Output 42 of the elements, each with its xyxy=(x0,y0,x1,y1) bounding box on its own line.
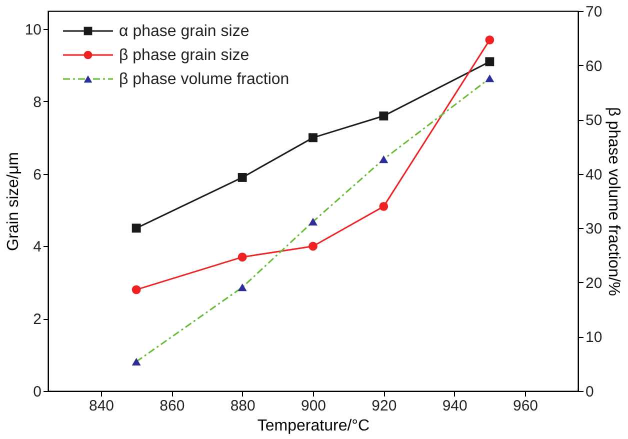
y2-tick-label: 10 xyxy=(586,329,602,346)
legend-label: α phase grain size xyxy=(119,23,250,40)
legend-label: β phase grain size xyxy=(119,47,250,64)
point xyxy=(308,242,318,251)
y2-tick-label: 70 xyxy=(586,4,602,20)
point xyxy=(132,285,141,294)
x-tick-label: 900 xyxy=(300,398,326,414)
y2-tick-label: 30 xyxy=(586,220,602,238)
point xyxy=(379,155,388,164)
y-tick-label: 0 xyxy=(33,384,42,400)
y2-tick-label: 40 xyxy=(586,166,602,184)
point xyxy=(238,283,247,292)
point xyxy=(379,202,388,211)
y2-tick-label: 50 xyxy=(586,112,602,130)
x-tick-label: 940 xyxy=(442,398,468,414)
y-axis-title: Grain size/μm xyxy=(4,152,22,252)
point xyxy=(308,218,318,226)
point xyxy=(132,358,141,366)
x-tick-label: 840 xyxy=(88,398,114,414)
y-tick-label: 4 xyxy=(33,238,42,256)
point xyxy=(485,35,494,44)
point xyxy=(485,57,494,66)
y2-tick-label: 0 xyxy=(586,384,594,400)
x-tick-label: 960 xyxy=(512,398,538,414)
x-tick-label: 860 xyxy=(160,398,185,414)
point xyxy=(132,224,141,233)
point xyxy=(485,74,494,82)
y-tick-label: 2 xyxy=(33,311,42,328)
y2-tick-label: 60 xyxy=(586,58,602,75)
x-axis-title: Temperature/°C xyxy=(257,418,370,434)
y2-tick-label: 20 xyxy=(586,274,602,292)
point xyxy=(308,133,318,142)
point xyxy=(238,173,247,182)
point xyxy=(379,111,388,120)
y-tick-label: 8 xyxy=(33,94,42,111)
x-tick-label: 880 xyxy=(230,398,256,414)
y-tick-label: 6 xyxy=(33,166,42,184)
point xyxy=(238,252,247,262)
y2-axis-title: β phase volume fraction/% xyxy=(605,107,622,296)
y-tick-label: 10 xyxy=(24,22,42,39)
x-tick-label: 920 xyxy=(372,398,397,414)
legend-label: β phase volume fraction xyxy=(119,71,290,88)
